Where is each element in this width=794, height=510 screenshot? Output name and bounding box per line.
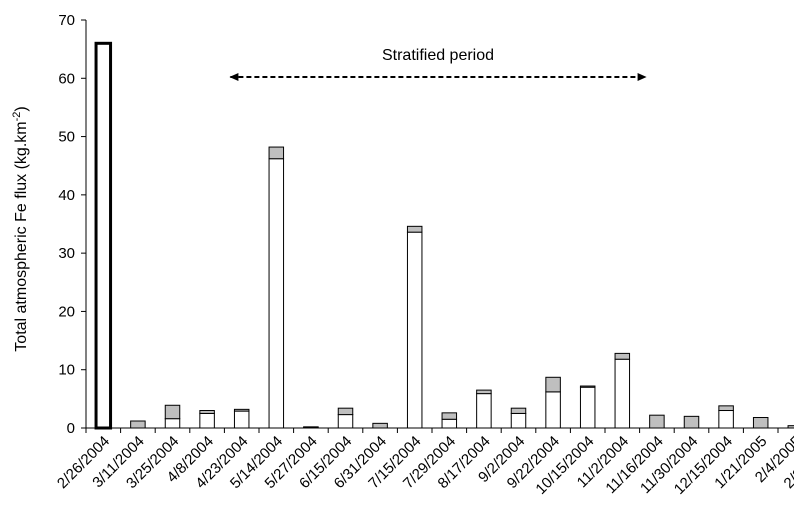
bar-segment-lower-2 <box>164 418 181 429</box>
bar-segment-upper-14 <box>579 385 596 388</box>
bar-segment-upper-1 <box>130 420 146 429</box>
bar-segment-upper-2 <box>164 404 181 420</box>
bar-segment-upper-7 <box>337 407 354 416</box>
y-tick-label-50: 50 <box>58 129 75 146</box>
bar-segment-lower-4 <box>233 410 250 429</box>
bars-group <box>94 41 794 430</box>
axes-group: 0102030405060702/26/20043/11/20043/25/20… <box>54 12 794 498</box>
bar-segment-upper-20 <box>787 425 794 429</box>
bar-segment-upper-16 <box>649 414 665 429</box>
bar-segment-lower-10 <box>441 418 458 429</box>
bar-segment-lower-15 <box>614 358 631 429</box>
bar-segment-upper-3 <box>199 410 215 414</box>
bar-segment-upper-10 <box>441 412 458 420</box>
y-tick-label-60: 60 <box>58 70 75 87</box>
bar-segment-upper-5 <box>268 146 285 160</box>
y-axis-title-main: Total atmospheric Fe flux (kg.km <box>13 121 30 351</box>
bar-segment-upper-13 <box>545 376 561 393</box>
bar-segment-lower-12 <box>510 412 527 429</box>
y-tick-label-20: 20 <box>58 303 75 320</box>
bar-segment-upper-12 <box>510 407 527 414</box>
bar-segment-lower-14 <box>579 386 596 429</box>
bar-segment-lower-9 <box>406 231 423 429</box>
bar-segment-lower-3 <box>199 412 215 429</box>
bar-segment-upper-15 <box>614 352 631 360</box>
y-axis-title-close: ) <box>13 106 30 111</box>
bar-segment-upper-11 <box>476 389 492 395</box>
bar-segment-lower-13 <box>545 391 561 429</box>
bar-segment-upper-9 <box>406 225 423 233</box>
bar-segment-upper-4 <box>233 408 250 412</box>
bar-segment-upper-6 <box>303 426 319 428</box>
y-tick-label-0: 0 <box>67 420 75 437</box>
y-tick-label-40: 40 <box>58 187 75 204</box>
stratified-period-annotation: Stratified period <box>229 47 647 81</box>
y-tick-label-10: 10 <box>58 362 75 379</box>
bar-segment-upper-18 <box>718 405 734 412</box>
y-tick-label-30: 30 <box>58 245 75 262</box>
y-tick-label-70: 70 <box>58 12 75 29</box>
bar-segment-upper-17 <box>683 415 700 429</box>
bar-segment-lower-7 <box>337 414 354 429</box>
bar-segment-lower-0 <box>94 41 113 430</box>
bar-segment-upper-8 <box>372 422 388 429</box>
bar-segment-lower-18 <box>718 410 734 429</box>
bar-segment-lower-5 <box>268 158 285 429</box>
stratified-period-label: Stratified period <box>382 47 494 64</box>
bar-segment-upper-19 <box>752 417 769 429</box>
bar-segment-lower-11 <box>476 393 492 429</box>
y-axis-title: Total atmospheric Fe flux (kg.km-2) <box>11 106 30 351</box>
y-axis-title-superscript: -2 <box>11 112 23 122</box>
